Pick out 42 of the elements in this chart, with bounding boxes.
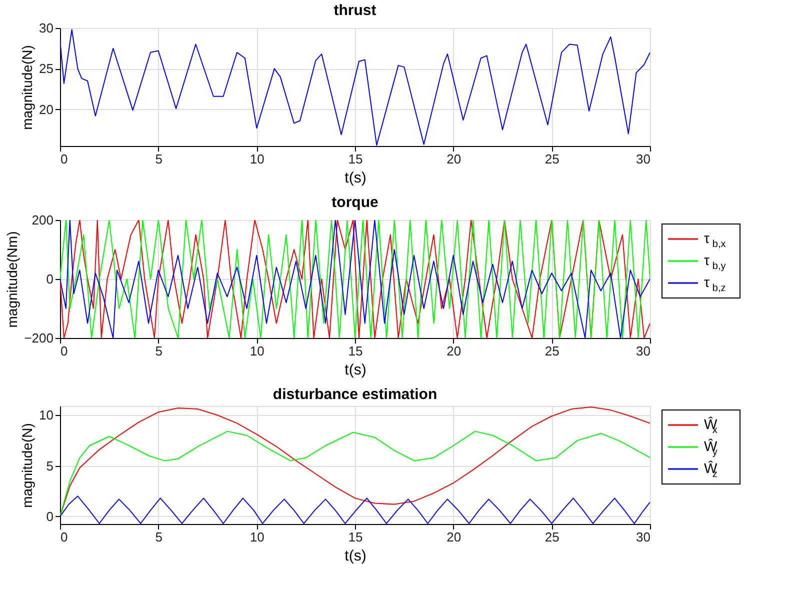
y-tick-label: 30 bbox=[39, 20, 54, 36]
x-tick-label: 15 bbox=[348, 530, 363, 544]
x-tick-label: 20 bbox=[446, 152, 462, 166]
x-tick-label: 10 bbox=[250, 152, 264, 166]
x-tick-label: 15 bbox=[348, 152, 363, 166]
x-axis-title: t(s) bbox=[344, 170, 366, 186]
y-axis-title: magnitude(Nm) bbox=[4, 231, 20, 328]
line-series bbox=[60, 430, 650, 517]
y-tick-label: −200 bbox=[24, 330, 54, 346]
x-tick-label: 20 bbox=[446, 344, 462, 358]
x-tick-label: 0 bbox=[60, 152, 68, 166]
x-tick-label: 0 bbox=[60, 344, 68, 358]
y-axis-title: magnitude(N) bbox=[19, 45, 36, 130]
y-tick-label: 10 bbox=[39, 408, 54, 423]
chart-title: disturbance estimation bbox=[272, 386, 438, 403]
x-tick-label: 0 bbox=[60, 530, 68, 544]
x-tick-label: 20 bbox=[446, 530, 462, 544]
x-axis-title: t(s) bbox=[344, 548, 366, 564]
x-tick-label: 10 bbox=[250, 344, 264, 358]
chart-title: torque bbox=[332, 194, 378, 211]
y-tick-label: 25 bbox=[39, 61, 54, 76]
y-tick-label: 0 bbox=[46, 272, 54, 286]
x-tick-label: 5 bbox=[155, 152, 162, 166]
chart-title: thrust bbox=[334, 2, 376, 19]
y-axis-title: magnitude(N) bbox=[19, 423, 36, 508]
line-series bbox=[60, 406, 650, 517]
y-tick-label: 0 bbox=[46, 508, 54, 524]
x-tick-label: 25 bbox=[544, 344, 560, 358]
x-tick-label: 15 bbox=[348, 344, 363, 358]
x-tick-label: 25 bbox=[544, 152, 560, 166]
x-tick-label: 5 bbox=[155, 530, 162, 544]
x-tick-label: 30 bbox=[636, 344, 650, 358]
legend-label: Ŵy bbox=[704, 438, 718, 458]
x-tick-label: 10 bbox=[250, 530, 264, 544]
x-tick-label: 30 bbox=[636, 152, 650, 166]
y-tick-label: 20 bbox=[39, 102, 54, 117]
x-tick-label: 25 bbox=[544, 530, 560, 544]
x-tick-label: 30 bbox=[636, 530, 650, 544]
x-tick-label: 5 bbox=[155, 344, 162, 358]
y-tick-label: 5 bbox=[46, 458, 54, 474]
y-tick-label: 200 bbox=[32, 212, 54, 228]
x-axis-title: t(s) bbox=[344, 362, 366, 378]
